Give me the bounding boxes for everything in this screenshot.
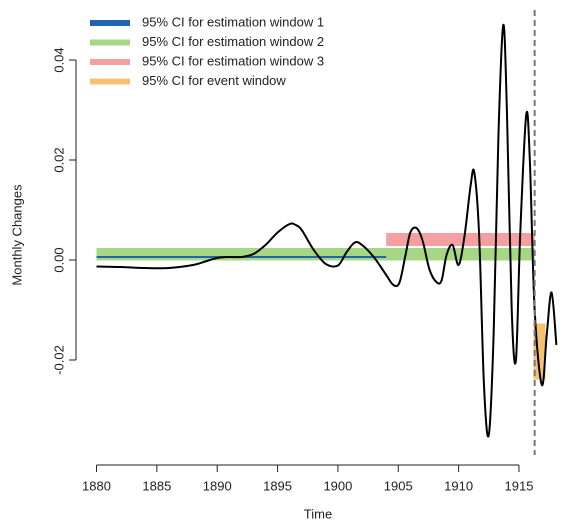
y-axis-label: Monthly Changes bbox=[9, 184, 24, 286]
x-tick-label: 1915 bbox=[505, 478, 534, 493]
legend-label: 95% CI for estimation window 2 bbox=[142, 34, 324, 49]
x-tick-label: 1910 bbox=[444, 478, 473, 493]
x-tick-label: 1880 bbox=[82, 478, 111, 493]
y-tick-label: -0.02 bbox=[51, 345, 66, 375]
legend-label: 95% CI for estimation window 3 bbox=[142, 53, 324, 68]
x-tick-label: 1890 bbox=[203, 478, 232, 493]
x-axis-label: Time bbox=[304, 506, 332, 521]
y-tick-label: 0.04 bbox=[51, 47, 66, 72]
series-line bbox=[96, 23, 558, 438]
ci-band bbox=[96, 248, 535, 261]
x-tick-label: 1885 bbox=[142, 478, 171, 493]
legend-label: 95% CI for event window bbox=[142, 73, 286, 88]
x-tick-label: 1905 bbox=[384, 478, 413, 493]
y-tick-label: 0.02 bbox=[51, 147, 66, 172]
x-tick-label: 1895 bbox=[263, 478, 292, 493]
x-tick-label: 1900 bbox=[323, 478, 352, 493]
legend-label: 95% CI for estimation window 1 bbox=[142, 14, 324, 29]
y-tick-label: 0.00 bbox=[51, 247, 66, 272]
